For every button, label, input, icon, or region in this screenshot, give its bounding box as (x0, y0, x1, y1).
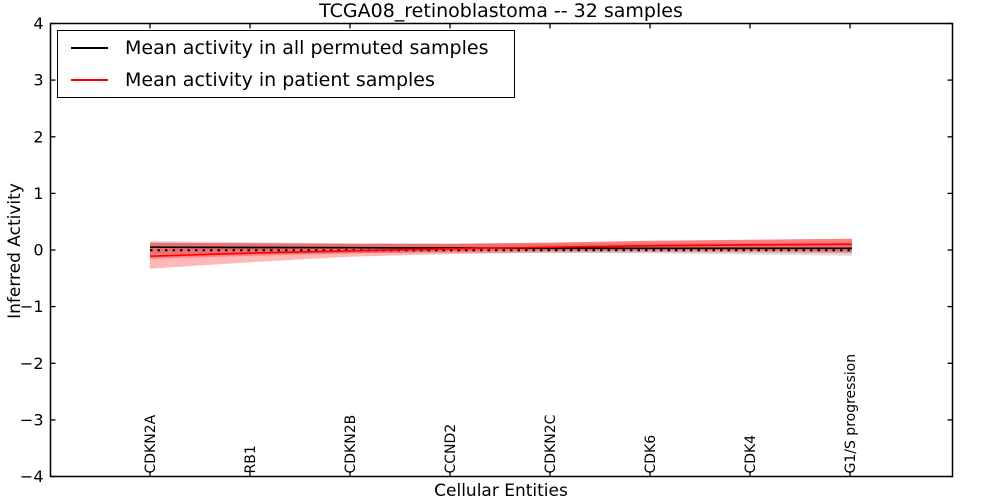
x-tick-label: CDKN2B (343, 415, 359, 474)
y-tick-label: 2 (33, 127, 43, 146)
y-tick-label: 1 (33, 184, 43, 203)
x-tick-label: CDK6 (643, 435, 659, 474)
y-tick-label: −4 (20, 467, 44, 486)
x-tick-label: CDKN2C (543, 414, 559, 473)
series-solid-red (149, 243, 852, 258)
legend: Mean activity in all permuted samples Me… (57, 30, 515, 98)
legend-label: Mean activity in all permuted samples (125, 36, 489, 59)
x-tick-label: CDK4 (743, 435, 759, 474)
x-axis-label: Cellular Entities (434, 481, 568, 500)
y-tick-label: 0 (33, 241, 43, 260)
y-tick-label: −2 (20, 354, 44, 373)
x-tick-label: RB1 (243, 445, 259, 473)
chart-title: TCGA08_retinoblastoma -- 32 samples (319, 0, 683, 22)
y-tick-label: −1 (20, 297, 44, 316)
legend-line-sample-black (71, 46, 108, 49)
series-solid-black (149, 246, 852, 250)
y-tick-label: 4 (33, 14, 43, 33)
y-tick-label: 3 (33, 71, 43, 90)
legend-label: Mean activity in patient samples (125, 69, 435, 92)
legend-line-sample-red (71, 79, 108, 82)
x-tick-label: CDKN2A (143, 414, 159, 473)
legend-item-permuted: Mean activity in all permuted samples (58, 32, 514, 64)
legend-item-patient: Mean activity in patient samples (58, 64, 514, 96)
x-tick-label: CCND2 (443, 424, 459, 474)
x-tick-label: G1/S progression (843, 354, 859, 474)
y-tick-label: −3 (20, 410, 44, 429)
